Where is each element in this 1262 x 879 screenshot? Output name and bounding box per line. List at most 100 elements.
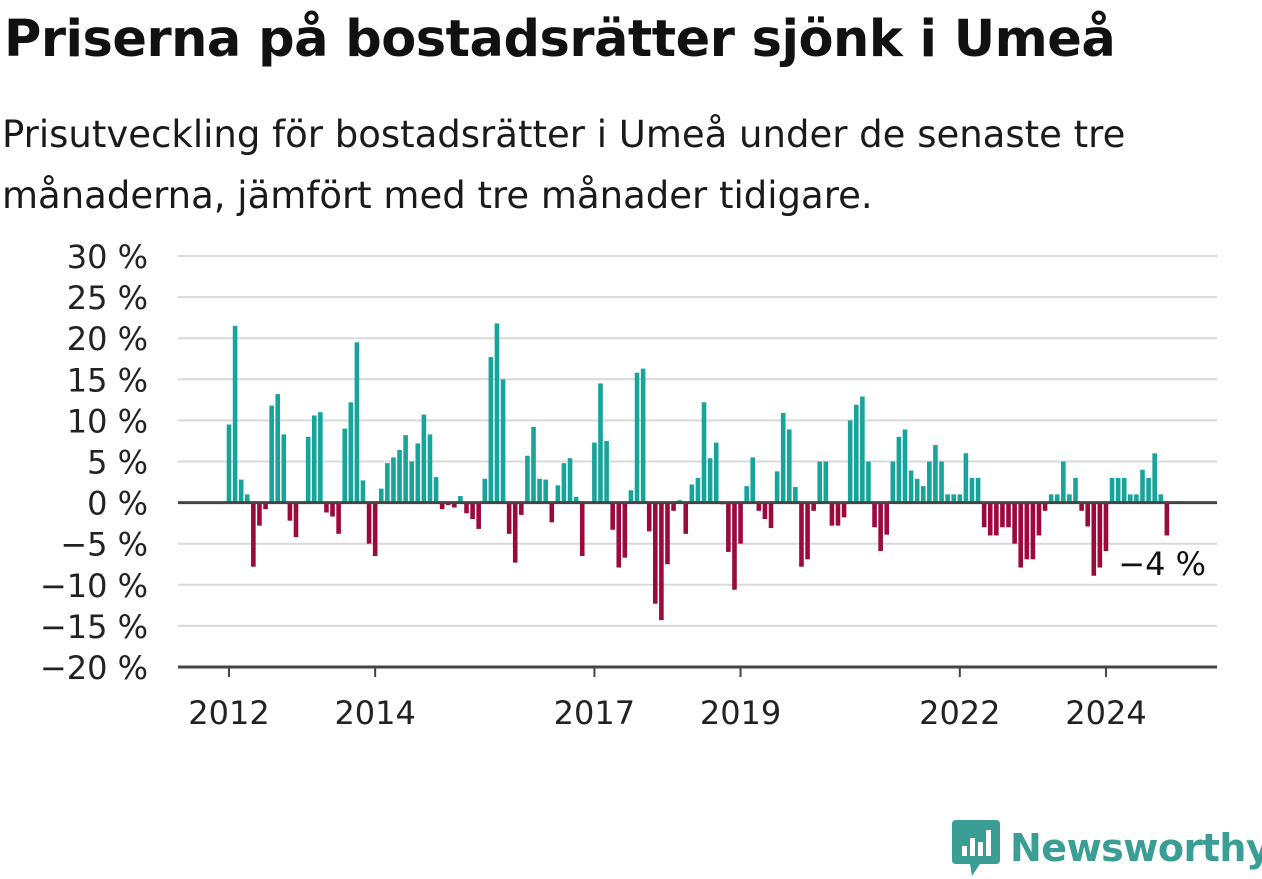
bar [1134, 494, 1139, 503]
bar [695, 477, 701, 503]
newsworthy-logo-icon [952, 820, 1000, 876]
bar [732, 502, 737, 590]
bar [707, 458, 713, 503]
y-tick-label: 15 % [67, 361, 148, 399]
bar [774, 471, 780, 503]
bar [311, 415, 317, 503]
bar [762, 502, 768, 520]
brand-name: Newsworthy [1010, 826, 1262, 870]
bar [494, 323, 500, 503]
bar [975, 477, 981, 503]
chart-title: Priserna på bostadsrätter sjönk i Umeå [4, 10, 1116, 69]
y-tick-label: 10 % [67, 402, 148, 440]
bar [683, 502, 689, 534]
bar [969, 477, 975, 503]
bar [482, 478, 488, 503]
bar [805, 502, 810, 560]
bar [981, 502, 987, 528]
bar [1152, 453, 1157, 503]
x-tick-label: 2014 [334, 694, 415, 732]
bar [592, 442, 597, 503]
bar [1128, 494, 1133, 503]
bar [561, 463, 567, 503]
bar [1030, 502, 1036, 560]
bar [269, 405, 274, 503]
bar [244, 494, 250, 503]
bar [927, 461, 932, 503]
bar [811, 502, 816, 511]
bar [878, 502, 883, 552]
bar [1012, 502, 1017, 544]
bar [750, 457, 756, 503]
bar [890, 461, 896, 503]
bar [1103, 502, 1109, 552]
bar [634, 372, 640, 503]
bar [1085, 502, 1090, 527]
bar [506, 502, 512, 534]
bar [427, 434, 433, 503]
bar [318, 412, 323, 503]
y-tick-label: 20 % [67, 320, 148, 358]
bar [640, 368, 646, 503]
bar [598, 383, 603, 503]
bar [385, 463, 390, 503]
x-tick-label: 2022 [919, 694, 1000, 732]
bar [287, 502, 293, 521]
bar [659, 502, 664, 621]
bar [263, 502, 268, 510]
bar [622, 502, 628, 558]
bar [671, 502, 676, 511]
bar [756, 502, 762, 511]
bar [1109, 477, 1115, 503]
bar [1140, 469, 1145, 503]
bar [330, 502, 335, 517]
bar [726, 502, 731, 552]
last-value-label: −4 % [1118, 545, 1206, 583]
bar [1097, 502, 1103, 568]
bar [817, 461, 823, 503]
bar [799, 502, 804, 567]
bar [342, 428, 348, 503]
bar [1054, 494, 1060, 503]
bar [908, 470, 914, 503]
bar [1115, 477, 1121, 503]
bar [354, 342, 360, 503]
bar [768, 502, 774, 529]
bar [555, 485, 561, 503]
y-tick-label: 25 % [67, 279, 148, 317]
bar [853, 404, 859, 503]
bar [835, 502, 841, 526]
bar [1042, 502, 1048, 511]
bar [1018, 502, 1023, 568]
bar [1079, 502, 1084, 511]
bar [293, 502, 299, 538]
x-tick-label: 2024 [1065, 694, 1146, 732]
y-tick-label: −20 % [40, 649, 148, 687]
bar [567, 458, 573, 503]
bar [665, 502, 670, 565]
bar [914, 478, 920, 503]
bar [933, 445, 938, 503]
y-tick-label: 0 % [87, 485, 148, 523]
bar [537, 478, 542, 503]
bar [780, 413, 786, 503]
bar [512, 502, 518, 563]
bar [573, 496, 579, 503]
bar [1006, 502, 1011, 528]
bar [689, 484, 695, 503]
bar [257, 502, 262, 526]
bar [391, 457, 396, 503]
bar [397, 449, 402, 503]
bar [476, 502, 481, 529]
bar [415, 443, 421, 503]
bar [939, 461, 944, 503]
bar [372, 502, 378, 557]
bar [360, 480, 366, 503]
bar-chart: 30 %25 %20 %15 %10 % 5 %0 %−5 %−10 %−15 %… [40, 238, 1217, 732]
bar [793, 486, 798, 503]
newsworthy-logo: Newsworthy [950, 818, 1262, 878]
bar [378, 488, 384, 503]
bar [579, 502, 585, 557]
bar [1073, 477, 1078, 503]
bar [860, 396, 865, 503]
